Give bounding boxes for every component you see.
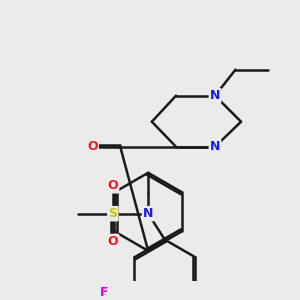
Text: S: S [108, 207, 117, 220]
Text: O: O [87, 140, 98, 153]
Text: N: N [143, 207, 153, 220]
Text: N: N [210, 89, 220, 102]
Text: O: O [107, 179, 118, 192]
Text: N: N [210, 140, 220, 153]
Text: F: F [100, 286, 109, 299]
Text: O: O [107, 235, 118, 248]
